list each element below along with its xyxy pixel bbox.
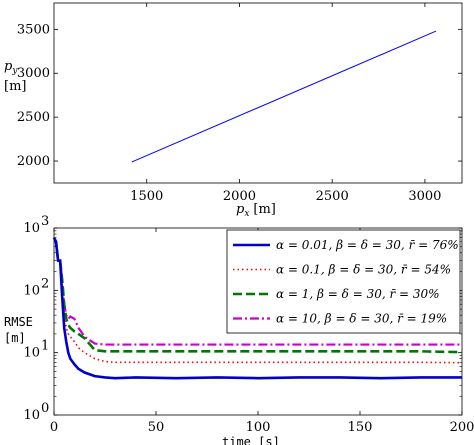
bottom-ytick-label: 10 [23, 221, 40, 236]
bottom-ytick-exponent: 1 [41, 339, 49, 354]
top-ylabel-unit: [m] [4, 79, 26, 94]
trajectory-chart: 1500 2000 2500 3000 2000 2500 3000 3500 px [m] p… [4, 2, 463, 219]
bottom-xlabel: time [s] [222, 435, 280, 445]
legend-box [226, 229, 461, 334]
bottom-series [52, 237, 463, 380]
bottom-ytick-exponent: 0 [41, 401, 49, 416]
top-xtick-label: 3000 [408, 189, 441, 204]
bottom-ytick-exponent: 2 [41, 276, 49, 291]
bottom-xtick-label: 0 [50, 420, 58, 435]
bottom-xtick-label: 100 [246, 420, 271, 435]
legend-entry: α = 1, β = δ = 30, r̄ = 30% [276, 287, 440, 301]
legend: α = 0.01, β = δ = 30, r̄ = 76% α = 0.1, β… [226, 229, 461, 334]
top-xtick-label: 2000 [223, 189, 256, 204]
bottom-ytick-exponent: 3 [41, 214, 49, 229]
legend-entry: α = 10, β = δ = 30, r̄ = 19% [276, 312, 447, 326]
trajectory-line [131, 30, 437, 163]
bottom-ytick-label: 10 [23, 346, 40, 361]
bottom-ylabel: RMSE [4, 315, 33, 329]
top-ytick-label: 3500 [17, 22, 50, 37]
legend-entry: α = 0.01, β = δ = 30, r̄ = 76% [276, 238, 459, 252]
top-ytick-label: 3000 [17, 66, 50, 81]
rmse-series-line [52, 237, 462, 380]
bottom-ytick-label: 10 [23, 283, 40, 298]
top-ytick-label: 2000 [17, 154, 50, 169]
top-ytick-label: 2500 [17, 110, 50, 125]
top-xtick-label: 1500 [130, 189, 163, 204]
bottom-ylabel-unit: [m] [4, 331, 26, 345]
top-plot-frame [53, 2, 463, 184]
legend-entry: α = 0.1, β = δ = 30, r̄ = 54% [276, 263, 451, 277]
top-ticks: 1500 2000 2500 3000 2000 2500 3000 3500 [17, 3, 462, 204]
bottom-ytick-label: 10 [23, 408, 40, 423]
top-series [131, 30, 437, 163]
bottom-xtick-label: 150 [348, 420, 373, 435]
top-xtick-label: 2500 [316, 189, 349, 204]
bottom-xtick-label: 50 [148, 420, 165, 435]
bottom-xtick-label: 200 [450, 420, 474, 435]
top-xlabel: px [m] [236, 202, 276, 219]
top-ylabel-var: py [4, 59, 18, 76]
